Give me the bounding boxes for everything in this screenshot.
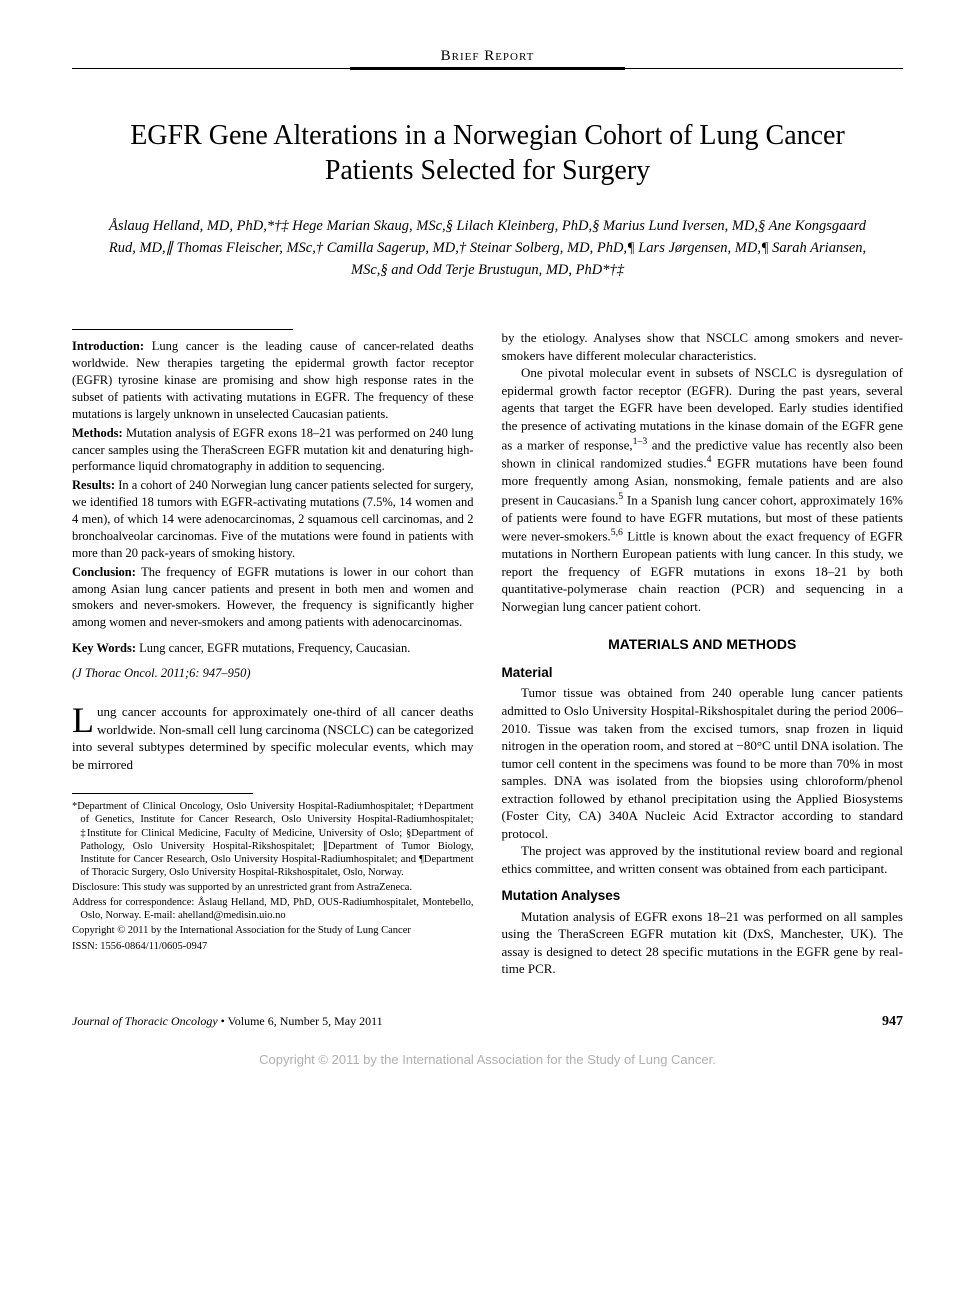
keywords: Key Words: Lung cancer, EGFR mutations, … [72, 641, 474, 656]
intro-text: ung cancer accounts for approximately on… [72, 704, 474, 772]
abstract-methods: Methods: Mutation analysis of EGFR exons… [72, 425, 474, 476]
bottom-copyright: Copyright © 2011 by the International As… [72, 1052, 903, 1067]
abstract-results-label: Results: [72, 478, 115, 492]
col2-p2: One pivotal molecular event in subsets o… [502, 364, 904, 615]
keywords-text: Lung cancer, EGFR mutations, Frequency, … [136, 641, 410, 655]
keywords-label: Key Words: [72, 641, 136, 655]
intro-paragraph: Lung cancer accounts for approximately o… [72, 703, 474, 773]
footer-issue: • Volume 6, Number 5, May 2011 [218, 1014, 383, 1028]
footnote-disclosure: Disclosure: This study was supported by … [72, 881, 474, 894]
dropcap: L [72, 703, 97, 735]
footnote-copyright: Copyright © 2011 by the International As… [72, 924, 474, 937]
footnote-issn: ISSN: 1556-0864/11/0605-0947 [72, 940, 474, 953]
footer-journal-name: Journal of Thoracic Oncology [72, 1014, 218, 1028]
abstract: Introduction: Lung cancer is the leading… [72, 338, 474, 631]
mutation-subheading: Mutation Analyses [502, 887, 904, 905]
citation: (J Thorac Oncol. 2011;6: 947–950) [72, 666, 474, 681]
abstract-top-rule [72, 329, 293, 330]
mutation-p1: Mutation analysis of EGFR exons 18–21 wa… [502, 908, 904, 978]
abstract-conclusion: Conclusion: The frequency of EGFR mutati… [72, 564, 474, 632]
ref-sup-1: 1–3 [633, 436, 648, 447]
abstract-results: Results: In a cohort of 240 Norwegian lu… [72, 477, 474, 561]
left-column: Introduction: Lung cancer is the leading… [72, 329, 474, 978]
material-p2: The project was approved by the institut… [502, 842, 904, 877]
footnote-affiliations: *Department of Clinical Oncology, Oslo U… [72, 800, 474, 879]
footnotes: *Department of Clinical Oncology, Oslo U… [72, 800, 474, 952]
abstract-methods-label: Methods: [72, 426, 123, 440]
abstract-introduction: Introduction: Lung cancer is the leading… [72, 338, 474, 422]
footnote-rule [72, 793, 253, 794]
header-rule [72, 67, 903, 70]
authors-block: Åslaug Helland, MD, PhD,*†‡ Hege Marian … [72, 216, 903, 281]
materials-methods-heading: MATERIALS AND METHODS [502, 635, 904, 654]
col2-p1: by the etiology. Analyses show that NSCL… [502, 329, 904, 364]
two-column-layout: Introduction: Lung cancer is the leading… [72, 329, 903, 978]
footer-journal: Journal of Thoracic Oncology • Volume 6,… [72, 1014, 383, 1029]
abstract-methods-text: Mutation analysis of EGFR exons 18–21 wa… [72, 426, 474, 474]
abstract-intro-label: Introduction: [72, 339, 144, 353]
page-number: 947 [882, 1014, 903, 1030]
ref-sup-4: 5,6 [611, 527, 623, 538]
abstract-results-text: In a cohort of 240 Norwegian lung cancer… [72, 478, 474, 560]
section-header: Brief Report [72, 48, 903, 65]
material-subheading: Material [502, 664, 904, 682]
footnote-correspondence: Address for correspondence: Åslaug Hella… [72, 896, 474, 922]
material-p1: Tumor tissue was obtained from 240 opera… [502, 684, 904, 842]
page-footer: Journal of Thoracic Oncology • Volume 6,… [72, 1014, 903, 1030]
article-title: EGFR Gene Alterations in a Norwegian Coh… [72, 118, 903, 188]
right-column-body: by the etiology. Analyses show that NSCL… [502, 329, 904, 978]
abstract-conclusion-label: Conclusion: [72, 565, 136, 579]
right-column: by the etiology. Analyses show that NSCL… [502, 329, 904, 978]
